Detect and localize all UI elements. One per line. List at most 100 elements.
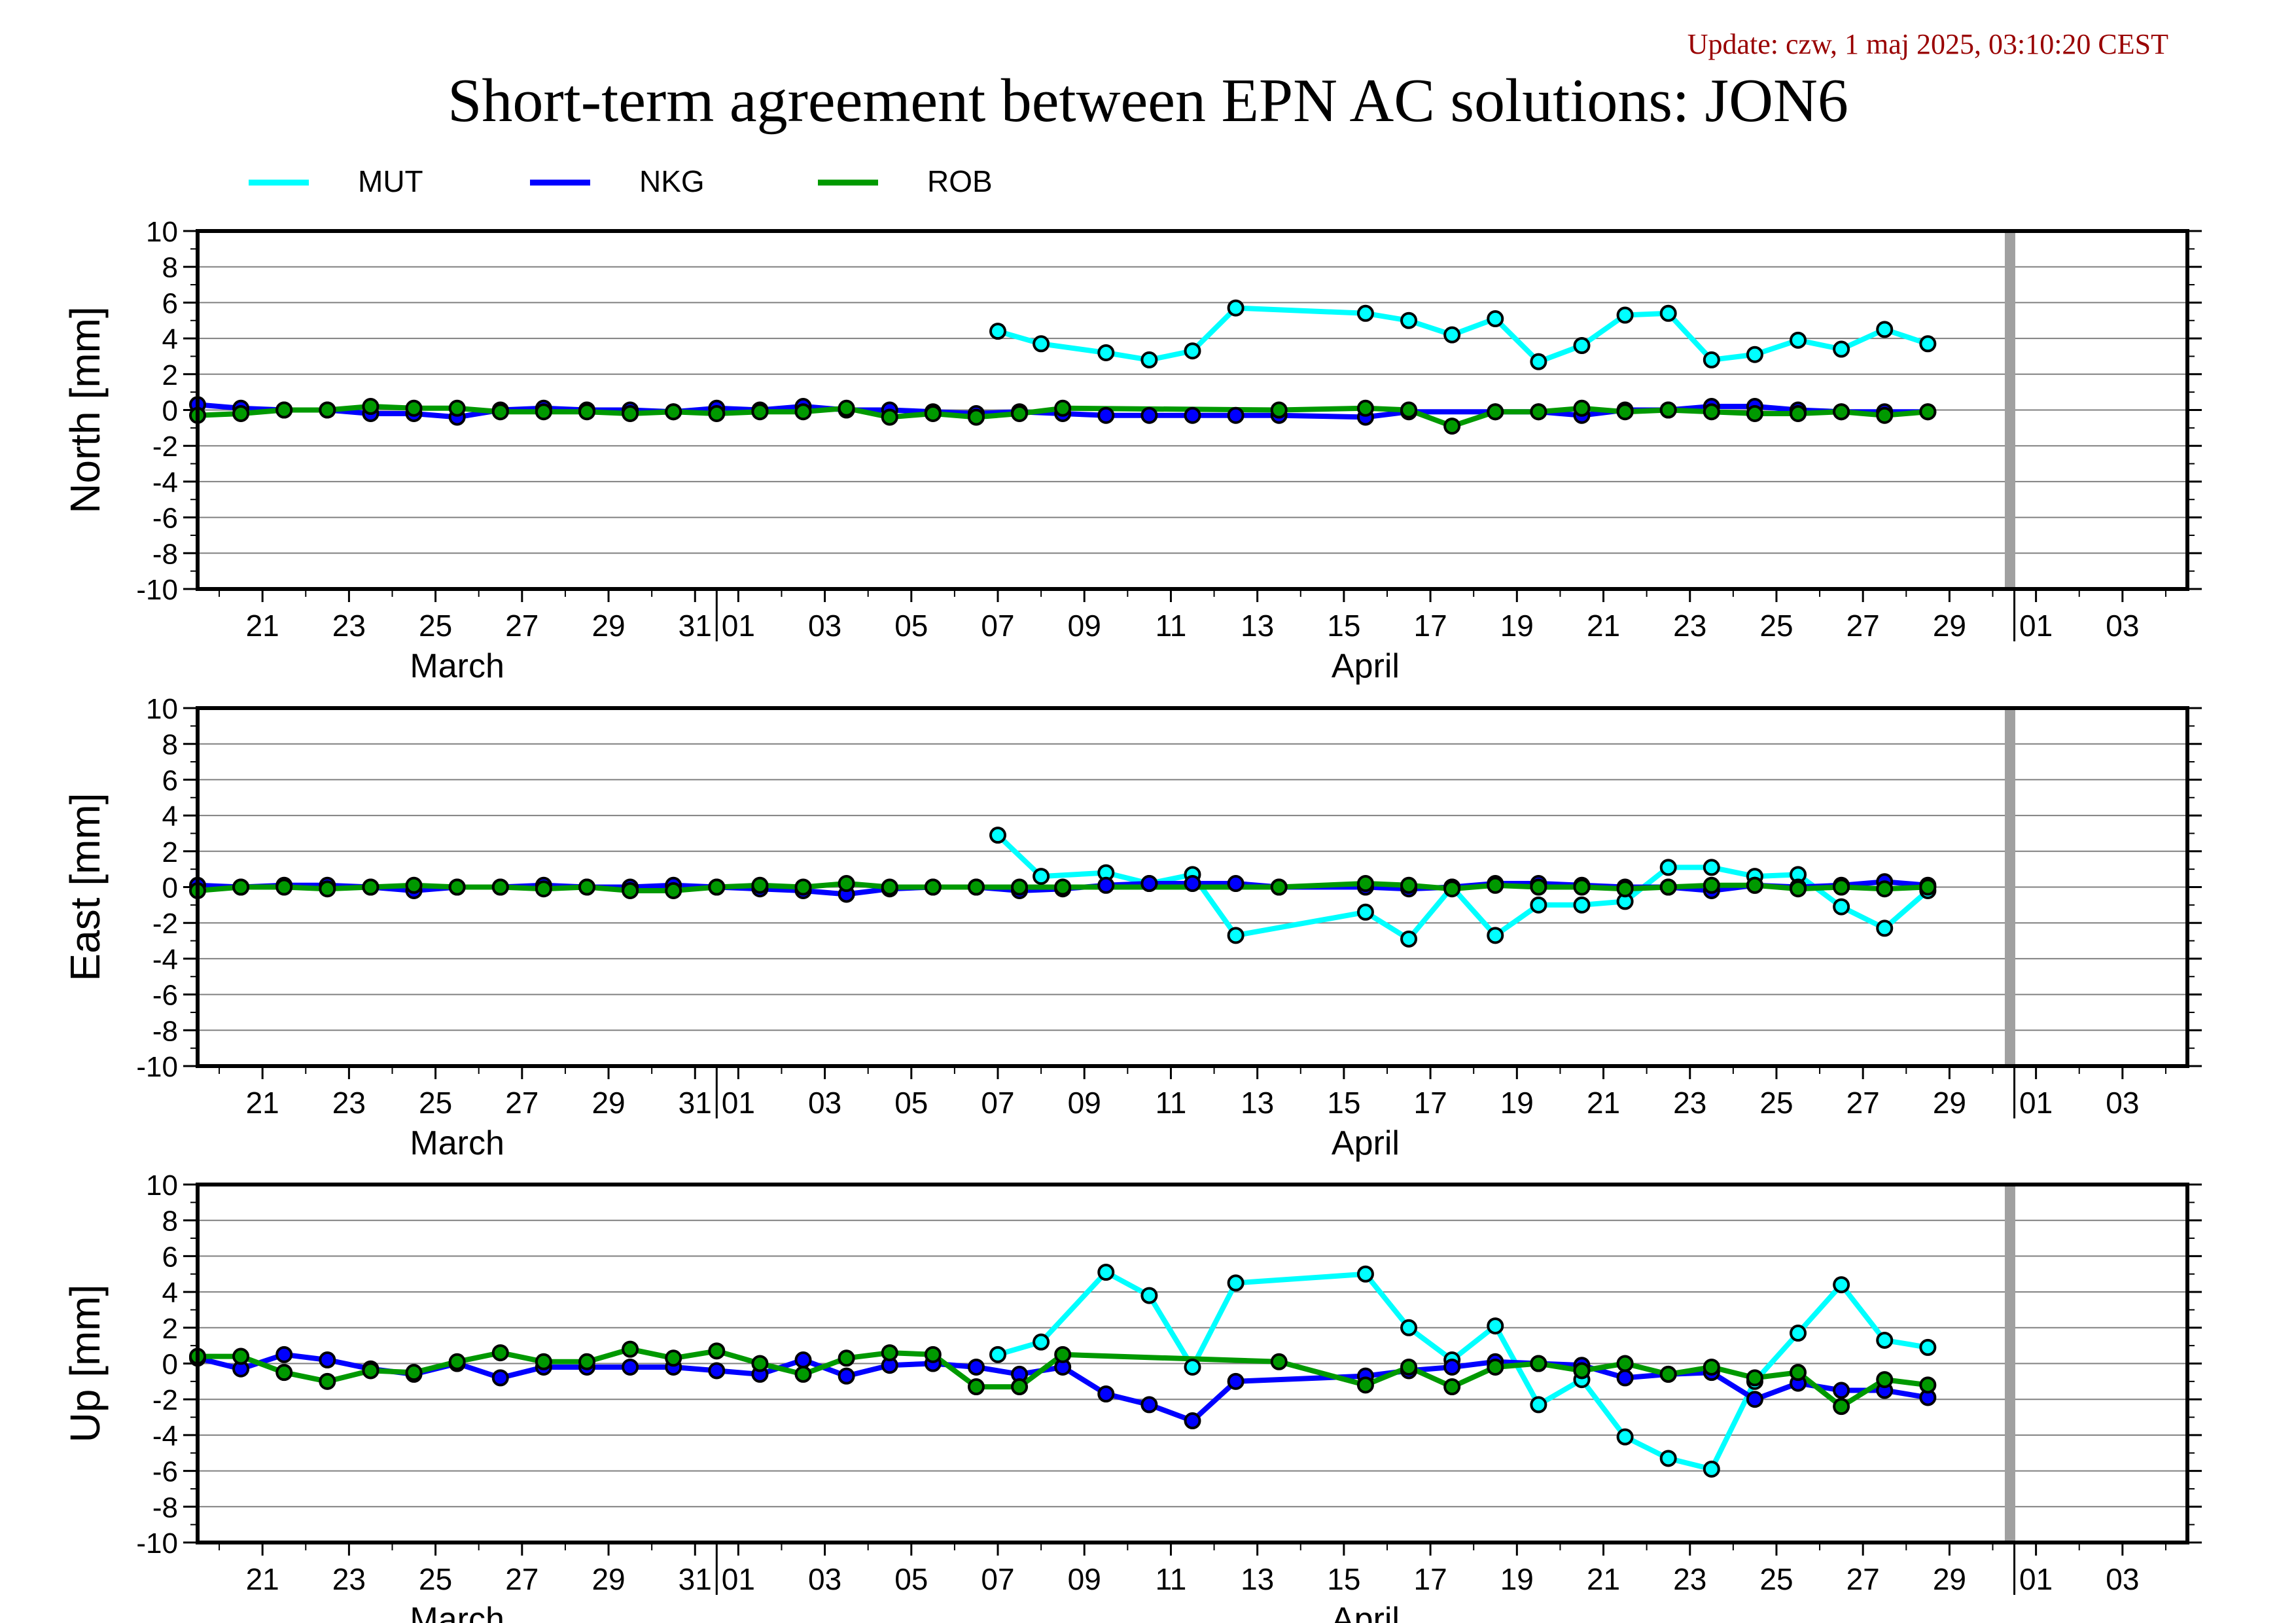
y-axis-label: East [mm] <box>62 793 109 981</box>
x-tick-label: 13 <box>1241 1562 1274 1596</box>
data-point-rob <box>319 401 336 419</box>
y-tick-label: 4 <box>162 1277 178 1309</box>
data-point-rob <box>1270 878 1288 896</box>
data-point-rob <box>275 401 293 419</box>
data-point-rob <box>578 1353 595 1370</box>
x-tick-label: 05 <box>894 1562 928 1596</box>
data-point-rob <box>751 403 769 421</box>
data-point-rob <box>448 878 466 896</box>
x-tick-label: 15 <box>1327 1562 1360 1596</box>
y-tick-label: -6 <box>152 980 178 1012</box>
legend-label-mut: MUT <box>358 164 423 198</box>
data-point-rob <box>1054 399 1072 417</box>
legend-label-nkg: NKG <box>639 164 705 198</box>
data-point-rob <box>232 404 250 422</box>
x-tick-label: 03 <box>2106 609 2139 643</box>
data-point-rob <box>1919 1376 1937 1394</box>
data-point-rob <box>1487 403 1504 421</box>
data-point-nkg <box>838 1367 855 1385</box>
data-point-nkg <box>319 1351 336 1369</box>
y-tick-label: -4 <box>152 467 178 499</box>
data-point-nkg <box>1833 1382 1850 1399</box>
month-label: April <box>1332 1601 1400 1623</box>
x-tick-label: 01 <box>2019 1086 2053 1120</box>
month-label: April <box>1332 647 1400 685</box>
data-point-rob <box>1270 401 1288 419</box>
x-tick-label: 27 <box>1846 1086 1880 1120</box>
data-point-mut <box>989 827 1007 844</box>
data-point-rob <box>1659 878 1677 896</box>
y-tick-label: 2 <box>162 359 178 391</box>
data-point-rob <box>1011 1378 1029 1396</box>
y-tick-label: 2 <box>162 1313 178 1345</box>
cutoff-marker <box>2004 708 2015 1066</box>
x-tick-label: 03 <box>808 609 841 643</box>
data-point-rob <box>1746 404 1763 422</box>
legend-item-nkg: NKG <box>530 164 705 198</box>
data-point-rob <box>578 878 595 896</box>
data-point-mut <box>1616 1428 1634 1446</box>
y-tick-label: -10 <box>136 1527 178 1560</box>
data-point-mut <box>1184 342 1201 360</box>
data-point-mut <box>1833 898 1850 916</box>
y-tick-label: -4 <box>152 1420 178 1452</box>
data-point-nkg <box>1097 876 1115 894</box>
data-point-mut <box>1659 1450 1677 1467</box>
data-point-nkg <box>1616 1369 1634 1387</box>
data-point-rob <box>1703 1358 1720 1376</box>
data-point-mut <box>1097 344 1115 361</box>
data-point-rob <box>924 1346 942 1363</box>
data-point-rob <box>1703 403 1720 421</box>
plot-frame <box>196 1183 2189 1544</box>
x-tick-label: 31 <box>679 609 712 643</box>
data-point-mut <box>1659 859 1677 876</box>
x-tick-label: 31 <box>679 1562 712 1596</box>
data-point-mut <box>1227 299 1245 317</box>
update-timestamp: Update: czw, 1 maj 2025, 03:10:20 CEST <box>1687 28 2168 60</box>
data-point-mut <box>1876 321 1894 338</box>
data-point-mut <box>1227 1274 1245 1292</box>
data-point-rob <box>1790 880 1807 898</box>
data-point-rob <box>794 403 812 421</box>
data-point-rob <box>1659 401 1677 419</box>
data-point-rob <box>881 878 898 896</box>
data-point-rob <box>1011 404 1029 422</box>
data-point-rob <box>1530 403 1547 421</box>
x-tick-label: 29 <box>592 609 625 643</box>
y-tick-label: 10 <box>146 216 178 248</box>
data-point-rob <box>881 408 898 426</box>
x-tick-label: 21 <box>246 609 279 643</box>
data-point-nkg <box>1184 875 1201 893</box>
data-point-rob <box>838 1349 855 1367</box>
y-tick-label: -8 <box>152 1015 178 1047</box>
y-tick-label: 0 <box>162 1349 178 1381</box>
cutoff-marker <box>2004 1185 2015 1543</box>
data-point-mut <box>1703 1460 1720 1478</box>
data-point-rob <box>1659 1365 1677 1383</box>
month-label: March <box>410 647 504 685</box>
data-point-rob <box>794 1365 812 1383</box>
y-tick-label: -10 <box>136 574 178 606</box>
data-point-rob <box>535 1353 552 1370</box>
data-point-mut <box>1443 326 1461 344</box>
data-point-mut <box>1033 1333 1050 1351</box>
data-point-rob <box>319 880 336 898</box>
panel-2: 10 86 4 2 0 -2 -4 -6-8 -10 21 23 25 27 29 31 01 03 05 07 09… <box>62 693 2202 1162</box>
data-point-mut <box>1919 335 1937 353</box>
data-point-rob <box>1833 403 1850 421</box>
x-tick-label: 29 <box>1933 1562 1966 1596</box>
data-point-rob <box>1833 1398 1850 1416</box>
x-tick-label: 07 <box>981 609 1014 643</box>
chart-title: Short-term agreement between EPN AC solu… <box>448 67 1848 135</box>
data-point-rob <box>1443 1378 1461 1396</box>
data-point-rob <box>708 404 726 422</box>
data-point-nkg <box>708 1362 726 1380</box>
data-point-mut <box>1400 312 1418 329</box>
data-point-rob <box>838 399 855 417</box>
data-point-rob <box>448 1353 466 1370</box>
data-point-nkg <box>491 1369 509 1387</box>
data-point-rob <box>1356 875 1374 893</box>
data-point-nkg <box>1227 875 1245 893</box>
data-point-mut <box>1876 1331 1894 1349</box>
